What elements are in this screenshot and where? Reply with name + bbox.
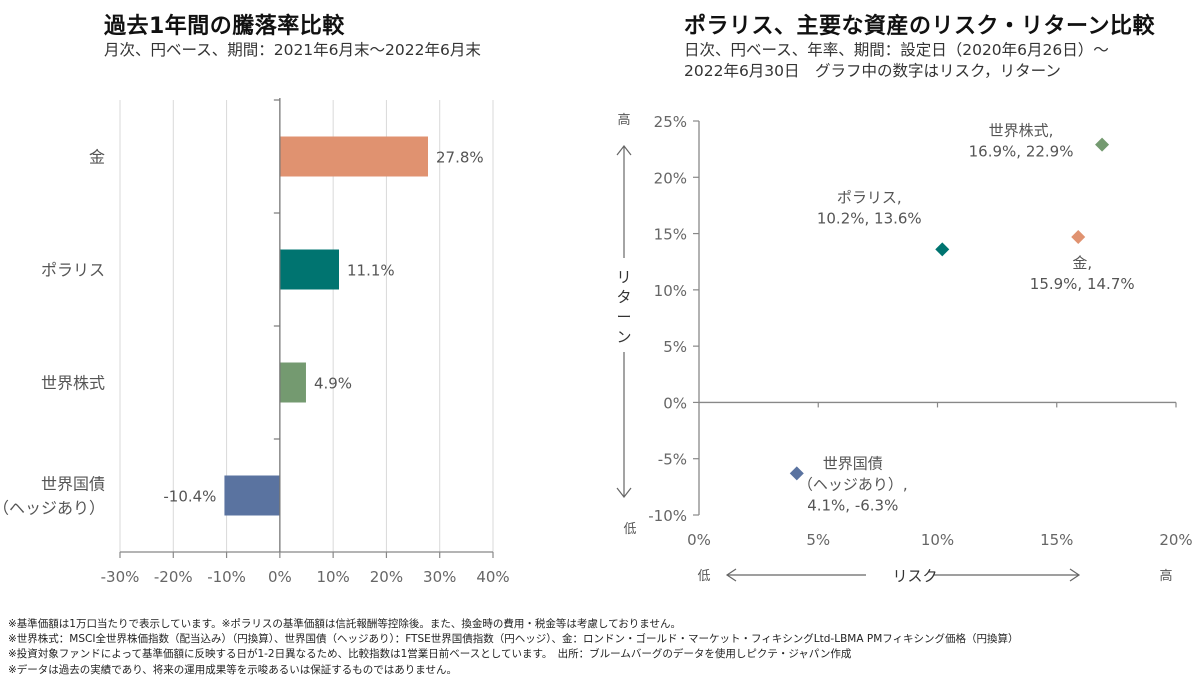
y-high-label: 高	[617, 112, 630, 128]
y-axis-title-char: リ	[616, 268, 631, 286]
footnote-2: ※世界株式：MSCI全世界株価指数（配当込み）（円換算）、世界国債（ヘッジあり）…	[8, 633, 1019, 646]
y-axis-title-char: ン	[616, 328, 631, 346]
category-label: （ヘッジあり）	[0, 499, 105, 518]
x-tick-label: 0%	[268, 568, 292, 586]
y-tick-label: 15%	[654, 226, 687, 244]
footnotes: ※基準価額は1万口当たりで表示しています。※ポラリスの基準価額は信託報酬等控除後…	[8, 617, 1019, 678]
bar	[279, 249, 340, 290]
arrow-left-icon	[725, 568, 737, 582]
data-point-label: 世界国債	[823, 454, 883, 472]
bar-chart: -30% -20% -10% 0% 10% 20% 30% 40% 27.8% 金 11.1% ポラリ…	[0, 98, 510, 586]
scatter-chart: 25%20%15%10%5%0%-5%-10%0% 5% 10% 15% 20%高リター…	[616, 112, 1192, 585]
x-tick-label: 20%	[370, 568, 403, 586]
data-point-label: 金,	[1072, 254, 1092, 272]
data-label: 11.1%	[347, 262, 395, 280]
category-label: 世界株式	[41, 374, 105, 393]
x-tick-label: 5%	[806, 531, 830, 549]
data-label: 27.8%	[436, 149, 484, 167]
arrow-up-icon	[616, 145, 632, 156]
x-low-label: 低	[697, 569, 710, 584]
data-point-label: 10.2%, 13.6%	[817, 209, 922, 227]
bar	[224, 475, 280, 516]
footnote-1: ※基準価額は1万口当たりで表示しています。※ポラリスの基準価額は信託報酬等控除後…	[8, 618, 681, 630]
x-high-label: 高	[1159, 568, 1172, 584]
x-tick-label: -10%	[207, 568, 246, 586]
y-tick-label: -10%	[648, 507, 687, 525]
footnote-3: ※投資対象ファンドによって基準価額に反映する日が1-2日異なるため、比較指数は1…	[8, 648, 852, 661]
x-tick-label: 20%	[1159, 531, 1192, 549]
bar-chart-title: 過去1年間の騰落率比較	[104, 14, 345, 39]
data-point-label: 15.9%, 14.7%	[1030, 275, 1135, 293]
arrow-right-icon	[1069, 568, 1081, 582]
data-point	[1071, 229, 1086, 244]
data-point-label: 世界株式,	[989, 122, 1054, 140]
y-tick-label: 25%	[654, 113, 687, 131]
category-label: 世界国債	[41, 475, 105, 494]
data-label: -10.4%	[163, 488, 216, 506]
bar	[279, 136, 428, 177]
category-label: ポラリス	[41, 261, 105, 280]
category-label: 金	[89, 148, 105, 167]
scatter-chart-subtitle-1: 日次、円ベース、年率、期間：設定日（2020年6月26日）～	[684, 41, 1109, 59]
x-tick-label: 10%	[921, 531, 954, 549]
data-point-label: 4.1%, -6.3%	[807, 496, 898, 514]
bar-chart-subtitle: 月次、円ベース、期間：2021年6月末～2022年6月末	[104, 41, 481, 59]
scatter-chart-title: ポラリス、主要な資産のリスク・リターン比較	[684, 14, 1155, 39]
bar	[279, 362, 306, 403]
scatter-chart-subtitle-2: 2022年6月30日 グラフ中の数字はリスク，リターン	[684, 62, 1061, 80]
footnote-4: ※データは過去の実績であり、将来の運用成果等を示唆あるいは保証するものではありま…	[8, 663, 457, 676]
x-tick-label: 15%	[1040, 531, 1073, 549]
x-tick-label: 30%	[423, 568, 456, 586]
data-point-label: 16.9%, 22.9%	[969, 143, 1074, 161]
data-point-label: （ヘッジあり）,	[798, 475, 908, 493]
data-point	[935, 242, 950, 257]
data-label: 4.9%	[314, 375, 352, 393]
arrow-down-icon	[616, 487, 632, 498]
y-axis-title-char: ー	[616, 308, 631, 326]
y-tick-label: -5%	[658, 451, 687, 469]
x-tick-label: -30%	[101, 568, 140, 586]
x-tick-label: 10%	[316, 568, 349, 586]
data-point	[789, 466, 804, 481]
x-axis-title: リスク	[892, 567, 937, 585]
y-tick-label: 5%	[663, 338, 687, 356]
y-low-label: 低	[623, 522, 636, 537]
x-tick-label: 40%	[476, 568, 509, 586]
y-tick-label: 20%	[654, 169, 687, 187]
data-point	[1095, 137, 1110, 152]
data-point-label: ポラリス,	[837, 188, 902, 206]
x-tick-label: -20%	[154, 568, 193, 586]
x-tick-label: 0%	[687, 531, 711, 549]
y-tick-label: 10%	[654, 282, 687, 300]
y-tick-label: 0%	[663, 394, 687, 412]
y-axis-title-char: タ	[616, 288, 631, 306]
